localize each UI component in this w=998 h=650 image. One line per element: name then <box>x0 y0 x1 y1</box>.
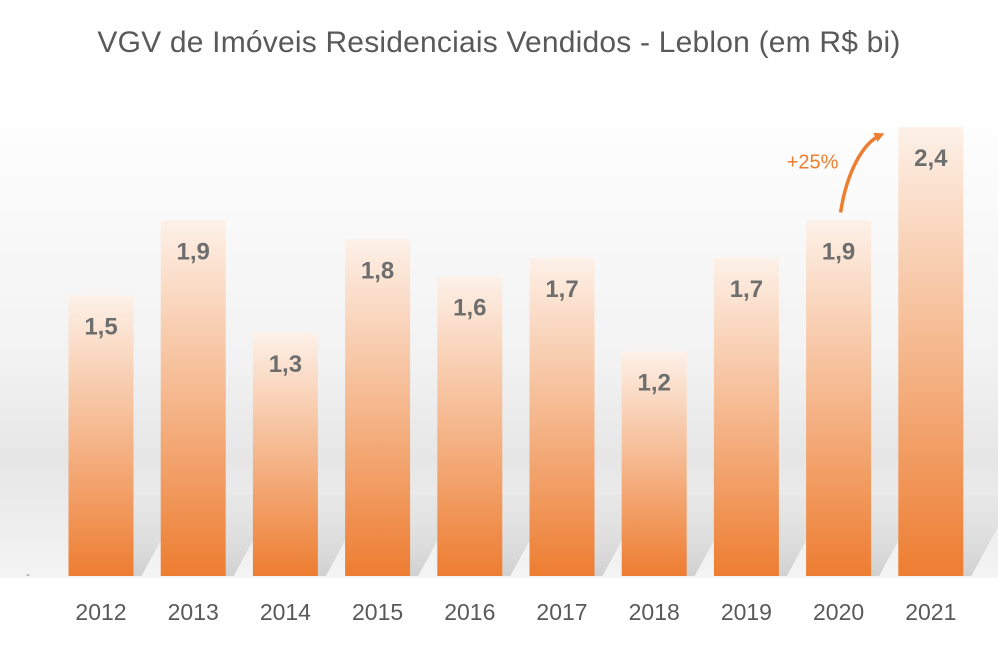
bar-2017 <box>529 257 595 576</box>
bar-2013 <box>160 220 226 576</box>
x-tick-label-2013: 2013 <box>168 599 219 625</box>
value-label-2020: 1,9 <box>822 239 855 266</box>
bar-2016 <box>437 276 503 576</box>
growth-arrow <box>838 132 885 213</box>
bar-2019 <box>713 257 779 576</box>
x-tick-label-2018: 2018 <box>629 599 680 625</box>
growth-annotation: +25% <box>787 132 885 213</box>
x-tick-label-2019: 2019 <box>721 599 772 625</box>
value-label-2016: 1,6 <box>453 295 486 322</box>
value-label-2021: 2,4 <box>914 145 948 172</box>
x-tick-label-2016: 2016 <box>444 599 495 625</box>
bar-2014 <box>252 332 318 576</box>
x-tick-label-2014: 2014 <box>260 599 311 625</box>
bar-2021 <box>898 127 964 576</box>
bar-2020 <box>806 220 872 576</box>
chart-title: VGV de Imóveis Residenciais Vendidos - L… <box>97 26 901 59</box>
x-tick-label-2021: 2021 <box>905 599 956 625</box>
bar-2018 <box>621 351 687 576</box>
value-label-2018: 1,2 <box>638 370 671 397</box>
value-label-2013: 1,9 <box>177 239 210 266</box>
axis-origin-mark: - <box>26 567 30 581</box>
value-label-2014: 1,3 <box>269 351 302 378</box>
x-tick-label-2020: 2020 <box>813 599 864 625</box>
bars-group <box>68 127 964 576</box>
value-label-2012: 1,5 <box>84 313 117 340</box>
x-tick-labels-group: 2012 2013 2014 2015 2016 2017 2018 2019 2020 2021 <box>75 599 956 625</box>
value-labels-group: 1,5 1,9 1,3 1,8 1,6 1,7 1,2 1,7 1,9 2,4 <box>84 145 948 397</box>
x-tick-label-2017: 2017 <box>536 599 587 625</box>
bar-2015 <box>345 239 411 576</box>
value-label-2017: 1,7 <box>545 276 578 303</box>
x-tick-label-2012: 2012 <box>75 599 126 625</box>
growth-annotation-label: +25% <box>787 152 839 174</box>
value-label-2019: 1,7 <box>730 276 763 303</box>
value-label-2015: 1,8 <box>361 257 394 284</box>
x-tick-label-2015: 2015 <box>352 599 403 625</box>
bar-2012 <box>68 295 134 576</box>
